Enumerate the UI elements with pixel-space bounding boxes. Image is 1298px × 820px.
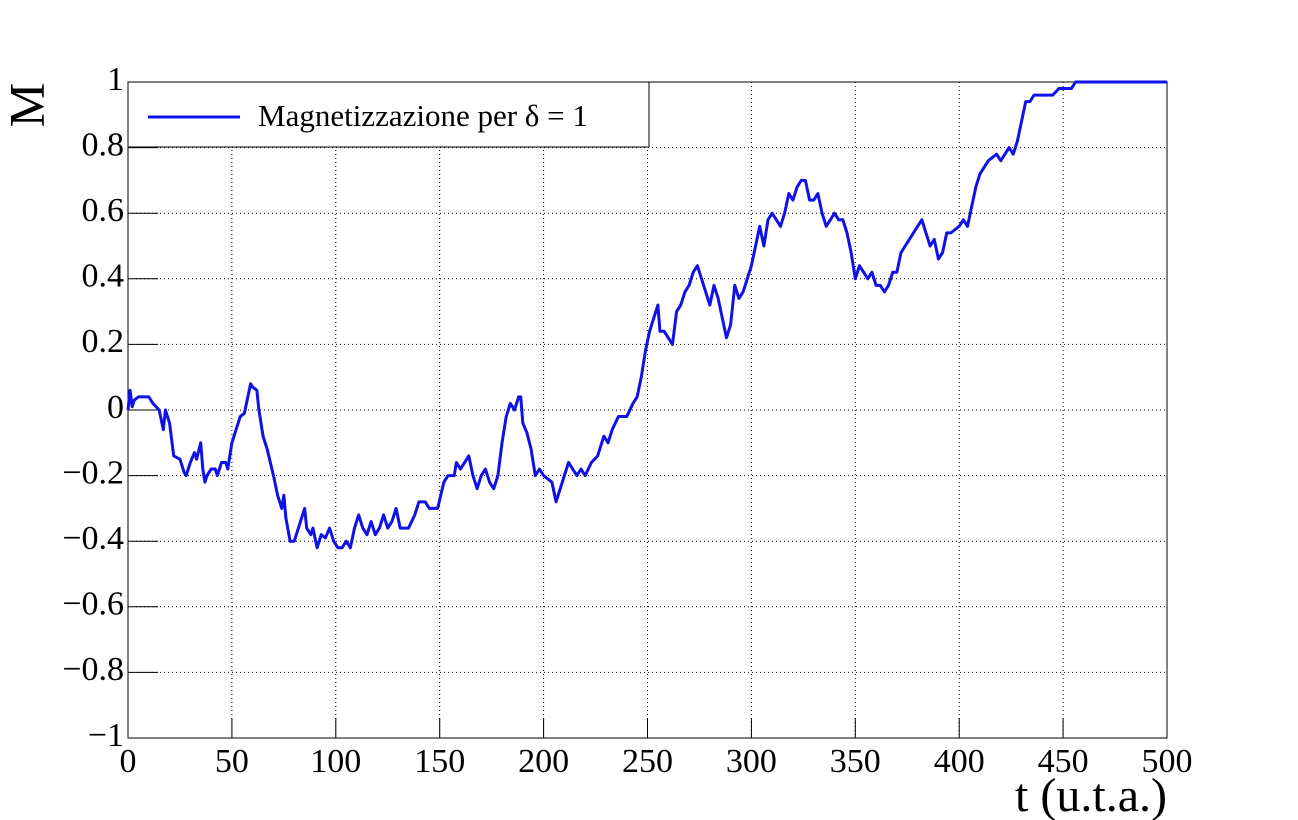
x-tick-label: 100 xyxy=(310,743,361,780)
y-tick-label: 0.6 xyxy=(82,192,125,229)
x-tick-label: 0 xyxy=(120,743,137,780)
y-tick-label: 0.8 xyxy=(82,126,125,163)
y-tick-label: 0.2 xyxy=(82,323,125,360)
x-tick-label: 450 xyxy=(1038,743,1089,780)
x-tick-label: 500 xyxy=(1142,743,1193,780)
y-tick-label: −0.6 xyxy=(62,586,124,623)
y-tick-label: 1 xyxy=(107,61,124,98)
x-tick-label: 400 xyxy=(934,743,985,780)
x-tick-label: 300 xyxy=(726,743,777,780)
y-tick-label: −1 xyxy=(88,717,124,754)
x-tick-label: 50 xyxy=(215,743,249,780)
x-axis-title: t (u.t.a.) xyxy=(1015,769,1167,820)
y-tick-label: −0.2 xyxy=(62,454,124,491)
legend-label: Magnetizzazione per δ = 1 xyxy=(258,98,588,133)
y-tick-label: −0.4 xyxy=(62,520,124,557)
data-line xyxy=(126,80,1167,550)
x-tick-label: 250 xyxy=(622,743,673,780)
x-tick-label: 200 xyxy=(518,743,569,780)
legend-box xyxy=(127,81,650,148)
x-tick-label: 350 xyxy=(830,743,881,780)
x-tick-label: 150 xyxy=(414,743,465,780)
y-tick-label: 0 xyxy=(107,389,124,426)
y-axis-title: M xyxy=(0,83,54,127)
y-tick-label: −0.8 xyxy=(62,651,124,688)
y-tick-label: 0.4 xyxy=(82,258,125,295)
